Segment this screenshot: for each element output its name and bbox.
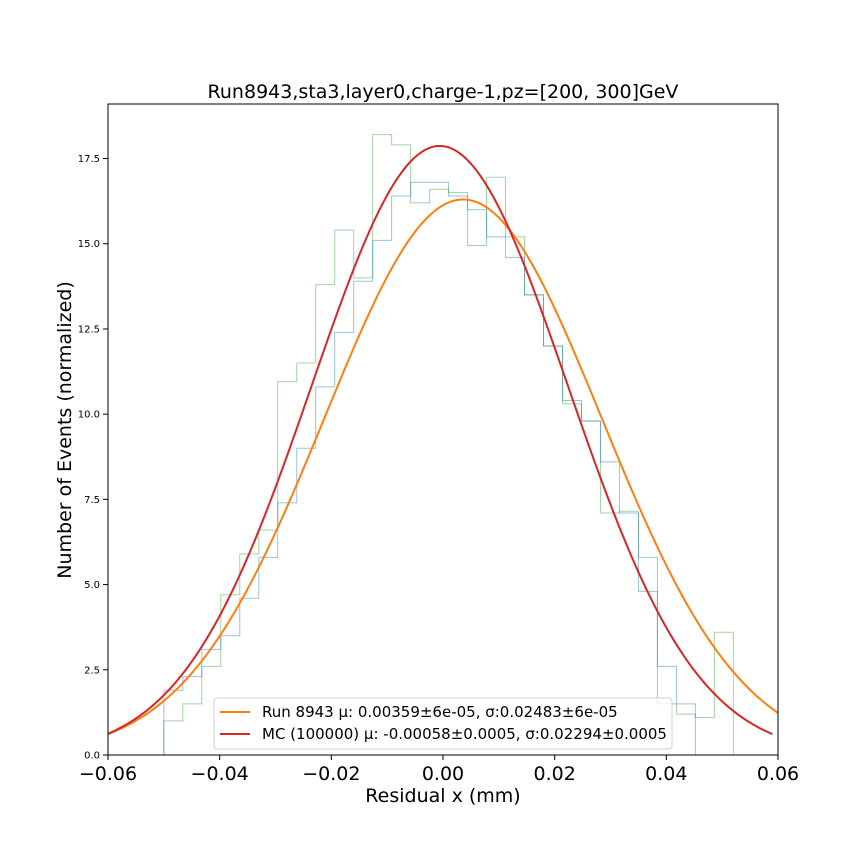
y-tick-label: 0.0 xyxy=(84,751,100,762)
x-axis-label: Residual x (mm) xyxy=(365,785,520,807)
x-tick-label: 0.02 xyxy=(534,763,576,785)
y-axis-ticks: 0.0 2.5 5.0 7.5 10.0 12.5 15.0 17.5 xyxy=(78,154,108,762)
y-tick-label: 2.5 xyxy=(84,665,100,676)
legend-box xyxy=(213,697,673,750)
x-tick-label: −0.02 xyxy=(302,763,360,785)
x-tick-label: −0.06 xyxy=(79,763,137,785)
y-tick-label: 17.5 xyxy=(78,154,100,165)
y-tick-label: 12.5 xyxy=(78,324,100,335)
chart-title: Run8943,sta3,layer0,charge-1,pz=[200, 30… xyxy=(208,81,679,103)
legend-entry-mc: MC (100000) μ: -0.00058±0.0005, σ:0.0229… xyxy=(262,725,667,743)
legend-entry-data: Run 8943 μ: 0.00359±6e-05, σ:0.02483±6e-… xyxy=(262,703,618,721)
y-tick-label: 10.0 xyxy=(78,410,100,421)
y-axis-label: Number of Events (normalized) xyxy=(54,281,76,579)
x-axis-ticks: −0.06 −0.04 −0.02 0.00 0.02 0.04 0.06 xyxy=(79,755,799,785)
histogram-layer xyxy=(163,134,734,756)
legend: Run 8943 μ: 0.00359±6e-05, σ:0.02483±6e-… xyxy=(213,697,673,750)
y-tick-label: 5.0 xyxy=(84,580,100,591)
fit-curve-mc xyxy=(107,144,773,736)
fit-curve-data xyxy=(107,198,779,736)
y-tick-label: 15.0 xyxy=(78,239,100,250)
x-tick-label: −0.04 xyxy=(191,763,249,785)
y-tick-label: 7.5 xyxy=(84,495,100,506)
x-tick-label: 0.00 xyxy=(422,763,464,785)
fit-curve-layer xyxy=(107,144,779,736)
x-tick-label: 0.06 xyxy=(757,763,799,785)
histogram-data xyxy=(163,134,734,755)
histogram-mc xyxy=(163,181,734,756)
x-tick-label: 0.04 xyxy=(645,763,687,785)
